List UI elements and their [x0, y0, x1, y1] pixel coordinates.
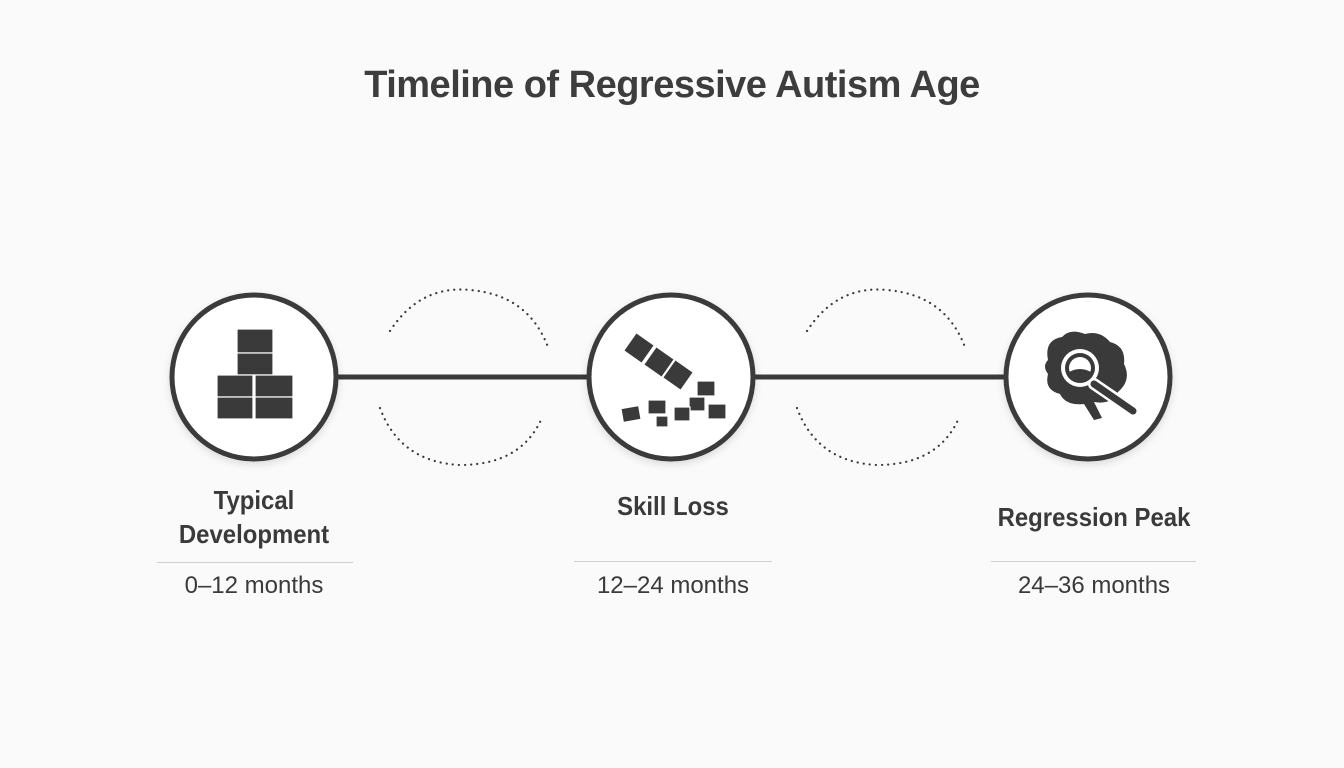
divider-3 [991, 561, 1196, 562]
divider-2 [574, 561, 772, 562]
stacked-blocks-icon [216, 328, 294, 420]
stage-range-3: 24–36 months [1017, 572, 1171, 599]
stage-label-2: Skill Loss [617, 491, 729, 521]
dotted-arc-icon [795, 406, 960, 467]
dotted-arc-icon [378, 406, 543, 467]
divider-1 [157, 562, 353, 563]
page-title: Timeline of Regressive Autism Age [364, 64, 980, 106]
dotted-arc-icon [388, 288, 551, 352]
stage-range-2: 12–24 months [596, 572, 750, 599]
stage-range-1: 0–12 months [184, 572, 324, 599]
falling-blocks-icon [620, 331, 727, 428]
stage-label-1: Typical Development [178, 485, 330, 549]
brain-magnifier-icon [1045, 331, 1141, 420]
stage-circle-1 [169, 292, 339, 462]
stage-label-3: Regression Peak [997, 502, 1191, 532]
dotted-arc-icon [805, 288, 968, 352]
